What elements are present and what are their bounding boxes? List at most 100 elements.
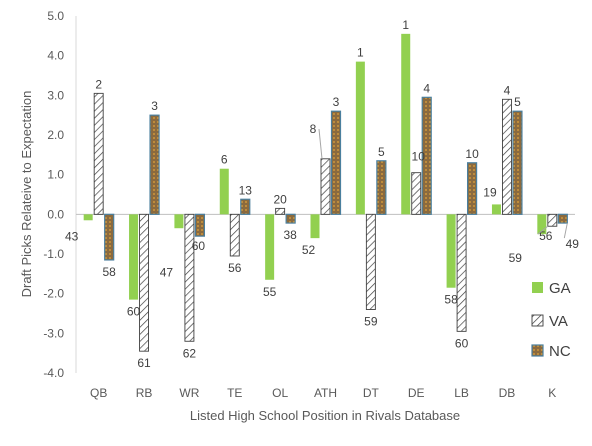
bar-va-lb [456, 213, 467, 332]
x-tick-label: DB [499, 386, 516, 400]
data-label-ga-wr: 47 [160, 265, 174, 279]
data-label-va-k: 56 [539, 229, 553, 243]
data-label-ga-rb: 60 [127, 305, 141, 319]
bar-ga-dt [355, 61, 365, 215]
data-label-nc-qb: 58 [103, 265, 117, 279]
data-label-va-ath: 8 [310, 122, 317, 136]
bar-ga-rb [129, 214, 139, 300]
leader-line [318, 128, 323, 159]
data-label-va-te: 56 [228, 261, 242, 275]
x-tick-label: WR [179, 386, 199, 400]
bar-va-rb [139, 213, 149, 352]
legend-label-ga: GA [549, 280, 571, 297]
y-axis-title: Draft Picks Relateive to Expectation [19, 91, 34, 298]
y-tick-label: -3.0 [43, 326, 64, 340]
bar-ga-lb [446, 214, 456, 288]
x-tick-label: ATH [314, 386, 337, 400]
legend: GA VA NC [531, 280, 571, 360]
y-tick-label: 0.0 [47, 207, 64, 221]
bar-nc-qb [104, 213, 115, 261]
data-label-ga-de: 1 [402, 18, 409, 32]
y-tick-label: 1.0 [47, 168, 64, 182]
y-tick-label: -4.0 [43, 366, 64, 380]
bar-nc-k [557, 213, 568, 224]
data-label-va-db: 4 [504, 83, 511, 97]
data-label-nc-te: 13 [239, 183, 253, 197]
bar-nc-rb [149, 114, 160, 215]
y-tick-label: -2.0 [43, 287, 64, 301]
bar-ga-k [537, 214, 547, 235]
bar-nc-te [240, 198, 251, 215]
y-tick-label: -1.0 [43, 247, 64, 261]
data-label-ga-k: 59 [509, 251, 523, 265]
data-label-va-de: 10 [412, 150, 426, 164]
data-label-ga-ol: 55 [263, 285, 277, 299]
bar-va-de [411, 172, 422, 215]
bar-nc-lb [466, 162, 478, 215]
leader-lines [318, 128, 568, 239]
bar-nc-wr [194, 213, 206, 237]
bar-ga-de [401, 33, 411, 215]
x-tick-label: QB [90, 386, 107, 400]
y-tick-labels: 5.0 4.0 3.0 2.0 1.0 0.0 -1.0 -2.0 -3.0 -4.0 [43, 9, 64, 380]
bar-nc-de [421, 96, 432, 215]
y-tick-label: 2.0 [47, 128, 64, 142]
x-tick-label: DT [363, 386, 380, 400]
data-label-nc-dt: 5 [378, 145, 385, 159]
bar-ga-db [491, 204, 501, 215]
bar-ga-ol [265, 214, 275, 280]
bar-va-ath [320, 158, 331, 215]
data-label-nc-k: 49 [566, 237, 580, 251]
x-axis-title: Listed High School Position in Rivals Da… [190, 408, 460, 423]
bar-va-db [502, 98, 512, 215]
data-label-va-dt: 59 [364, 315, 378, 329]
bar-va-wr [184, 213, 195, 342]
data-label-ga-qb: 43 [65, 229, 79, 243]
data-label-nc-lb: 10 [465, 147, 479, 161]
bar-va-ol [275, 207, 286, 215]
bar-va-qb [93, 92, 104, 215]
x-tick-label: OL [272, 386, 288, 400]
data-label-va-qb: 2 [95, 77, 102, 91]
bar-nc-ath [330, 110, 342, 215]
data-label-nc-wr: 60 [192, 239, 206, 253]
bar-va-k [547, 213, 558, 227]
data-label-ga-dt: 1 [357, 46, 364, 60]
y-tick-label: 3.0 [47, 88, 64, 102]
x-tick-label: DE [408, 386, 425, 400]
data-label-va-rb: 61 [137, 356, 151, 370]
bar-va-te [229, 213, 240, 257]
data-label-nc-rb: 3 [151, 99, 158, 113]
legend-label-va: VA [549, 313, 568, 330]
legend-label-nc: NC [549, 343, 571, 360]
bar-va-dt [365, 213, 376, 310]
data-label-va-ol: 20 [273, 192, 287, 206]
bar-ga-te [219, 168, 229, 215]
bar-ga-wr [174, 214, 184, 229]
bar-nc-db [512, 110, 523, 215]
x-tick-label: LB [454, 386, 469, 400]
bar-nc-ol [285, 213, 296, 224]
data-label-nc-ath: 3 [333, 95, 340, 109]
y-tick-label: 4.0 [47, 49, 64, 63]
x-tick-label: TE [227, 386, 242, 400]
bars [83, 33, 568, 352]
data-label-va-lb: 60 [455, 336, 469, 350]
data-label-ga-ath: 52 [302, 243, 316, 257]
data-label-ga-db: 19 [483, 185, 497, 199]
data-label-ga-lb: 58 [444, 293, 458, 307]
legend-swatch-va [531, 314, 544, 327]
x-tick-label: K [548, 386, 556, 400]
data-labels: 4360476555211581959261625620859106045658… [65, 18, 579, 370]
data-label-nc-de: 4 [423, 81, 430, 95]
leader-line [563, 222, 568, 239]
data-label-nc-db: 5 [514, 95, 521, 109]
data-label-va-wr: 62 [183, 346, 197, 360]
data-label-ga-te: 6 [221, 153, 228, 167]
data-label-nc-ol: 38 [283, 228, 297, 242]
bar-ga-ath [310, 214, 320, 239]
bar-nc-dt [376, 160, 387, 215]
legend-swatch-nc [531, 344, 544, 357]
